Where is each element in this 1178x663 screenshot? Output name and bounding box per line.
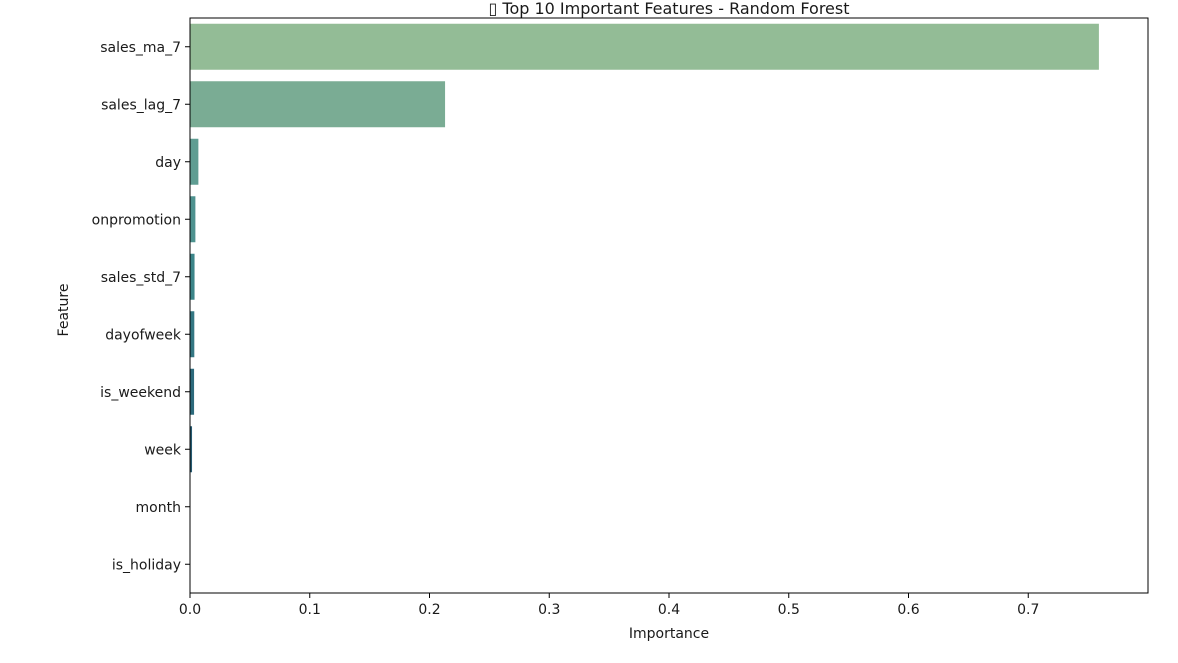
y-tick-label: day <box>155 155 181 171</box>
x-tick-label: 0.6 <box>897 602 919 618</box>
bar-onpromotion <box>190 196 195 242</box>
bar-dayofweek <box>190 311 194 357</box>
bar-is_weekend <box>190 369 194 415</box>
y-tick-label: week <box>144 442 182 458</box>
x-tick-label: 0.7 <box>1017 602 1039 618</box>
x-tick-label: 0.4 <box>658 602 680 618</box>
x-tick-label: 0.1 <box>299 602 321 618</box>
y-tick-label: is_holiday <box>112 557 181 573</box>
x-tick-label: 0.5 <box>778 602 800 618</box>
bar-day <box>190 139 198 185</box>
x-axis-label: Importance <box>629 626 709 642</box>
y-tick-label: is_weekend <box>100 385 181 401</box>
x-tick-label: 0.3 <box>538 602 560 618</box>
bar-sales_lag_7 <box>190 81 445 127</box>
chart-title: ▯ Top 10 Important Features - Random For… <box>489 0 850 18</box>
y-tick-label: dayofweek <box>105 327 182 343</box>
x-tick-label: 0.0 <box>179 602 201 618</box>
x-tick-label: 0.2 <box>418 602 440 618</box>
bar-sales_ma_7 <box>190 24 1099 70</box>
y-tick-label: sales_lag_7 <box>101 97 181 113</box>
bars-group <box>190 24 1099 588</box>
x-axis-ticks: 0.0 0.1 0.2 0.3 0.4 0.5 0.6 0.7 <box>179 593 1040 618</box>
y-tick-label: month <box>136 500 181 516</box>
y-tick-label: onpromotion <box>92 212 181 228</box>
y-tick-label: sales_std_7 <box>101 270 181 286</box>
y-axis-label: Feature <box>56 284 72 337</box>
bar-sales_std_7 <box>190 254 195 300</box>
y-tick-label: sales_ma_7 <box>100 40 181 56</box>
